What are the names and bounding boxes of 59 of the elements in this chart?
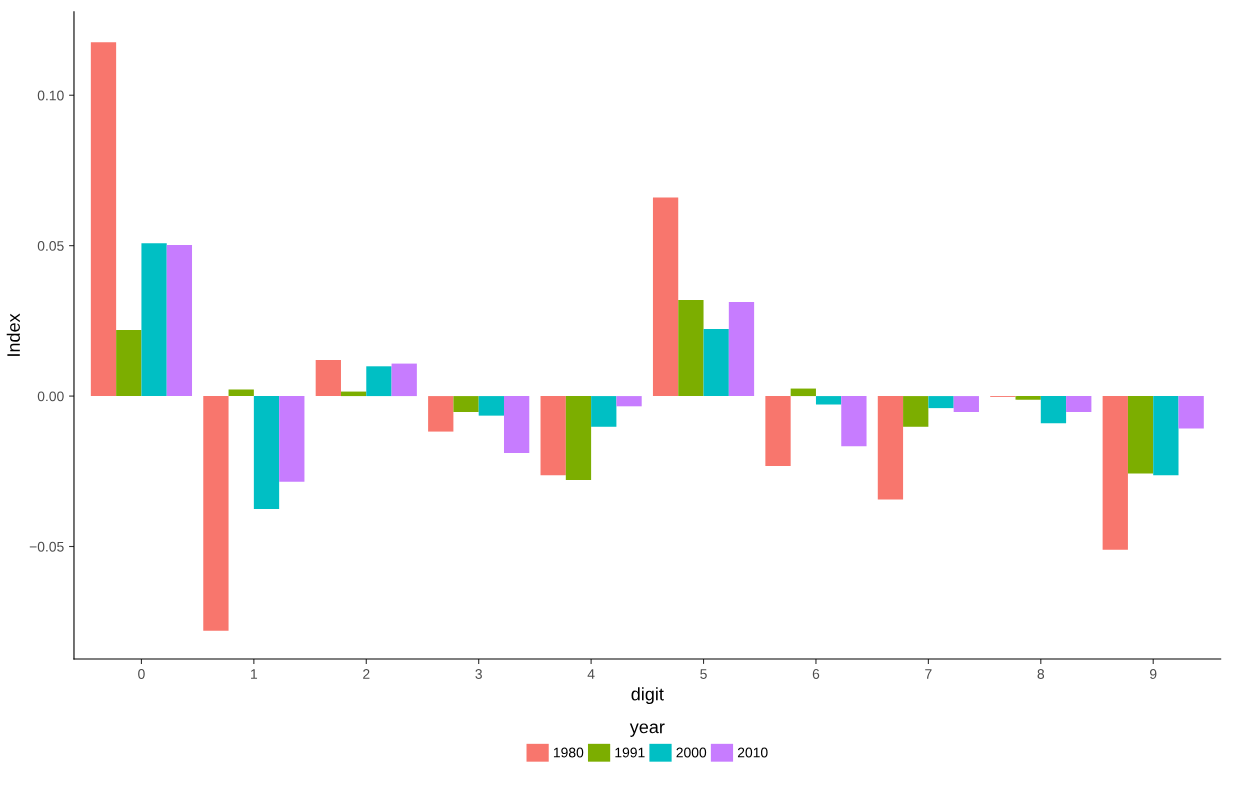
bar [203, 396, 229, 631]
y-tick-label: 0.05 [37, 241, 64, 251]
x-tick-label: 1 [251, 669, 258, 679]
bar [116, 329, 142, 397]
bar [728, 301, 755, 397]
x-tick-label: 4 [587, 669, 595, 679]
x-tick-label: 7 [925, 669, 932, 679]
bar [591, 396, 617, 427]
bar [703, 329, 729, 397]
bar [166, 245, 193, 397]
bar [1102, 396, 1128, 550]
bar [903, 396, 929, 427]
bar [1040, 396, 1067, 424]
legend-title: year [629, 723, 665, 737]
bar [765, 396, 791, 466]
y-tick-label: −0.05 [29, 541, 64, 552]
x-tick-label: 6 [812, 669, 820, 679]
x-tick-label: 9 [1150, 669, 1157, 679]
legend-label: 1991 [615, 747, 645, 758]
x-tick-label: 2 [363, 669, 370, 679]
bar [366, 366, 392, 397]
bar [815, 396, 842, 405]
bar [391, 363, 417, 397]
bar [279, 396, 305, 482]
bar [953, 396, 979, 413]
bar [841, 396, 867, 447]
bar [90, 42, 117, 397]
bar [928, 396, 954, 409]
legend-label: 1980 [553, 747, 584, 758]
bar [478, 396, 504, 416]
bar [652, 197, 679, 397]
bar [1066, 396, 1092, 413]
bar [790, 388, 816, 397]
legend-label: 2000 [676, 747, 707, 758]
x-axis-title: digit [631, 687, 664, 705]
bar [678, 300, 704, 397]
x-tick-label: 3 [475, 669, 482, 679]
bar [877, 396, 904, 500]
legend-label: 2010 [737, 747, 768, 758]
bar [1015, 396, 1041, 400]
bar [315, 359, 341, 397]
bar [141, 243, 167, 397]
bar [503, 396, 530, 453]
x-tick-label: 0 [138, 669, 145, 679]
bar [540, 396, 566, 476]
bar [228, 389, 254, 397]
bar [616, 396, 642, 407]
bar [1127, 396, 1154, 474]
bar [1153, 396, 1179, 476]
y-tick-label: 0.10 [37, 90, 64, 101]
bar [428, 396, 454, 432]
bar [453, 396, 479, 413]
bar [253, 396, 280, 509]
bar [565, 396, 592, 481]
bar [1178, 396, 1204, 429]
y-axis-title: Index [6, 313, 20, 356]
y-tick-label: 0.00 [37, 391, 64, 402]
x-tick-label: 5 [700, 669, 707, 679]
x-tick-label: 8 [1037, 669, 1045, 679]
